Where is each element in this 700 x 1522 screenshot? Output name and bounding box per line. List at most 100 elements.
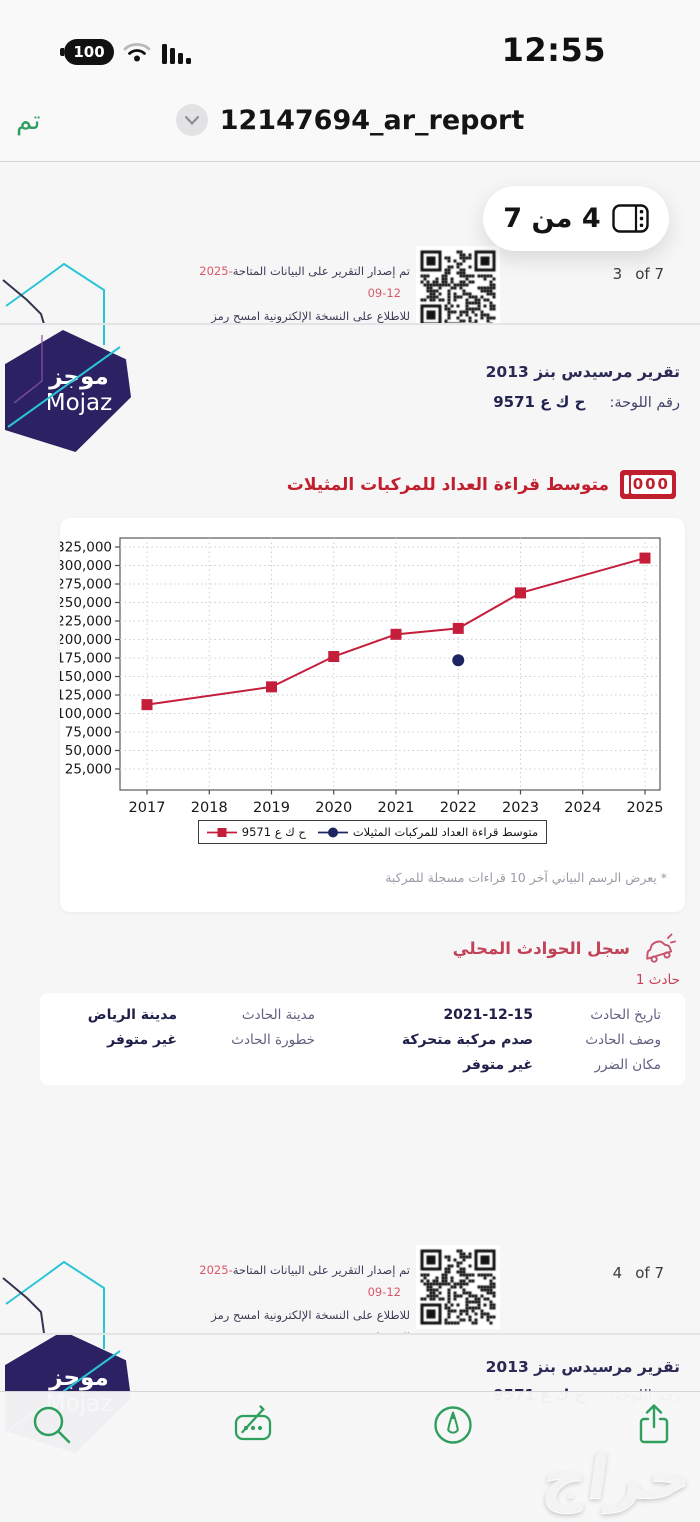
svg-text:150,000: 150,000 [60,669,112,685]
page-indicator-pill[interactable]: 4 من 7 [483,186,669,251]
chart-footnote: * يعرض الرسم البياني آخر 10 قراءات مسجلة… [385,870,667,885]
svg-text:275,000: 275,000 [60,577,112,593]
pdf-footer-page4: تم إصدار التقرير على البيانات المتاحة202… [0,1245,700,1333]
svg-text:300,000: 300,000 [60,558,112,574]
footer-scan-text: للاطلاع على النسخة الإلكترونية امسح رمز … [211,1307,410,1333]
svg-text:250,000: 250,000 [60,595,112,611]
mojaz-logo: موجز Mojaz [5,330,131,452]
mojaz-logo-arabic: موجز [49,1364,109,1391]
footer-issued-text: تم إصدار التقرير على البيانات المتاحة [232,1263,410,1277]
footer-issued-date: 2025-09-12 [199,1263,401,1300]
qr-code [416,1245,500,1329]
accident-cell-label: مكان الضرر [594,1057,661,1073]
page-number: 4 of 7 [612,1264,664,1282]
svg-text:2021: 2021 [378,800,415,816]
share-icon [639,1404,669,1444]
accident-cell-value: غير متوفر [463,1057,533,1073]
accident-cell-value: غير متوفر [107,1032,177,1048]
odometer-chart-svg: 2017 2018 2019 2020 2021 2022 2023 2024 2025 25,0… [60,537,664,816]
hexagon-decoration [2,262,105,323]
odometer-icon-digits: 000 [630,475,672,494]
haraj-watermark: حراج [537,1440,698,1513]
footer-text: تم إصدار التقرير على البيانات المتاحة202… [198,260,410,323]
odometer-icon: 000 [620,470,676,499]
battery-level: 100 [73,43,105,61]
hexagon-decoration [2,1260,105,1333]
odometer-section-header: 000 متوسط قراءة العداد للمركبات المثيلات [287,470,676,499]
accident-incident-label: حادث 1 [635,972,680,988]
accident-cell-label: خطورة الحادث [231,1032,315,1048]
qr-code [416,246,500,323]
svg-text:100,000: 100,000 [60,706,112,722]
clock: 12:55 [501,31,606,69]
svg-text:175,000: 175,000 [60,651,112,667]
accident-cell-value: 2021-12-15 [443,1007,533,1023]
markup-button[interactable] [229,1401,277,1449]
svg-text:125,000: 125,000 [60,688,112,704]
markup-icon [234,1405,272,1441]
pages-icon [612,204,649,233]
accident-cell-label [177,1057,315,1073]
wifi-icon [123,43,151,62]
svg-text:2017: 2017 [129,800,166,816]
mojaz-logo-latin: Mojaz [45,389,113,416]
svg-text:25,000: 25,000 [65,762,112,778]
cellular-icon [162,44,191,64]
accident-cell-value [56,1057,177,1073]
accident-card: تاريخ الحادث 2021-12-15 مدينة الحادث مدي… [40,993,685,1085]
svg-text:225,000: 225,000 [60,614,112,630]
legend-item: متوسط قراءة العداد للمركبات المثيلات [317,825,538,839]
svg-text:200,000: 200,000 [60,632,112,648]
search-button[interactable] [28,1401,76,1449]
bottom-toolbar: حراج [0,1391,700,1522]
nav-bar: تم 12147694_ar_report [0,88,700,162]
svg-text:2023: 2023 [502,800,539,816]
chevron-down-icon[interactable] [175,104,208,136]
pdf-page-4: موجز Mojaz تقرير مرسيدس بنز 2013 رقم الل… [0,325,700,1333]
svg-text:2022: 2022 [440,800,477,816]
vehicle-report-title: تقرير مرسيدس بنز 2013 [485,1358,680,1376]
svg-text:2024: 2024 [564,800,601,816]
pdf-document-scroll[interactable]: تم إصدار التقرير على البيانات المتاحة202… [0,162,700,1522]
battery-cap [60,48,64,56]
svg-text:75,000: 75,000 [65,725,112,741]
accident-cell-label: تاريخ الحادث [590,1007,661,1023]
accident-cell-value: مدينة الرياض [87,1007,177,1023]
footer-issued-text: تم إصدار التقرير على البيانات المتاحة [232,264,410,278]
odometer-chart-card: 2017 2018 2019 2020 2021 2022 2023 2024 2025 25,0… [60,518,685,912]
plate-value: ح ك ع 9571 [493,393,586,411]
car-crash-icon [646,933,676,963]
share-button[interactable] [630,1401,678,1449]
svg-text:2018: 2018 [191,800,228,816]
pen-button[interactable] [429,1401,477,1449]
odometer-section-title: متوسط قراءة العداد للمركبات المثيلات [286,474,609,495]
accident-section-header: سجل الحوادث المحلي [453,932,676,965]
vehicle-report-title: تقرير مرسيدس بنز 2013 [485,363,680,381]
vehicle-plate-row: رقم اللوحة: ح ك ع 9571 [493,393,680,411]
document-title-menu[interactable]: 12147694_ar_report [0,104,700,136]
accident-cell-label: مدينة الحادث [241,1007,315,1023]
svg-text:2019: 2019 [253,800,290,816]
svg-text:2025: 2025 [627,800,664,816]
accident-cell-label: وصف الحادث [585,1032,661,1048]
footer-text: تم إصدار التقرير على البيانات المتاحة202… [198,1259,410,1333]
footer-scan-text: للاطلاع على النسخة الإلكترونية امسح رمز … [211,308,410,323]
search-icon [33,1406,71,1444]
plate-label: رقم اللوحة: [609,395,680,411]
footer-issued-date: 2025-09-12 [199,264,401,301]
accident-table: تاريخ الحادث 2021-12-15 مدينة الحادث مدي… [40,993,685,1073]
pdf-footer-page3: تم إصدار التقرير على البيانات المتاحة202… [0,246,700,323]
svg-text:2020: 2020 [315,800,352,816]
accident-section-title: سجل الحوادث المحلي [452,939,630,958]
document-title: 12147694_ar_report [219,104,525,136]
battery-icon: 100 [64,39,114,65]
pen-nib-icon [434,1406,472,1444]
mojaz-logo-arabic: موجز [49,363,109,390]
chart-legend: متوسط قراءة العداد للمركبات المثيلات ح ك … [197,820,548,844]
done-button[interactable]: تم [16,106,41,136]
svg-text:325,000: 325,000 [60,540,112,556]
legend-item: ح ك ع 9571 [206,825,306,839]
status-bar: 100 12:55 [0,0,700,88]
page-indicator-label: 4 من 7 [503,203,601,234]
